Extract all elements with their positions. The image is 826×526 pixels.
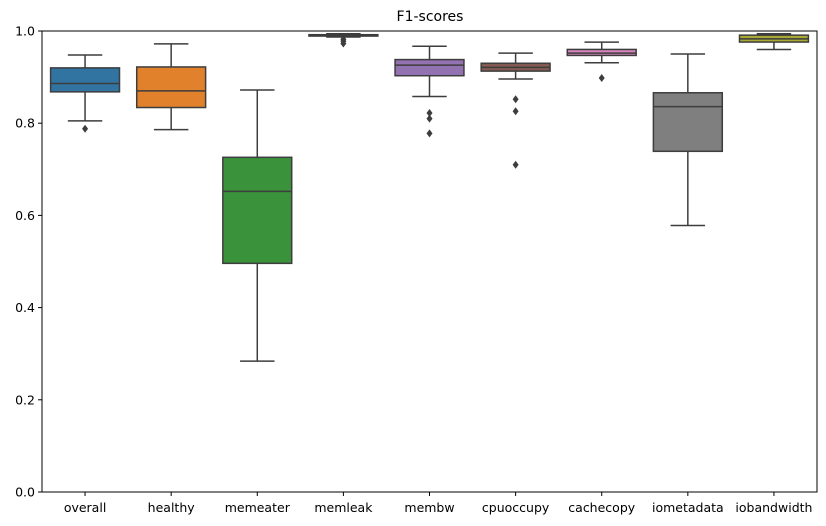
y-tick-label-0: 0.0 bbox=[15, 485, 35, 500]
outlier-membw-1 bbox=[426, 114, 433, 123]
x-tick-label-iobandwidth: iobandwidth bbox=[735, 500, 812, 515]
outlier-memleak-2 bbox=[340, 35, 347, 44]
box-memeater bbox=[222, 156, 293, 265]
y-tick-label-4: 0.8 bbox=[15, 116, 35, 131]
x-tick-label-iometadata: iometadata bbox=[652, 500, 724, 515]
x-tick-label-overall: overall bbox=[64, 500, 106, 515]
outlier-membw-0 bbox=[426, 109, 433, 118]
y-tick-label-5: 1.0 bbox=[15, 24, 35, 39]
outlier-cachecopy-0 bbox=[598, 74, 605, 83]
outlier-overall-0 bbox=[82, 124, 89, 133]
x-tick-label-membw: membw bbox=[404, 500, 454, 515]
x-tick-label-cpuoccupy: cpuoccupy bbox=[482, 500, 550, 515]
y-tick-label-3: 0.6 bbox=[15, 208, 35, 223]
x-tick-label-memeater: memeater bbox=[225, 500, 291, 515]
x-tick-label-healthy: healthy bbox=[148, 500, 196, 515]
box-iometadata bbox=[652, 92, 724, 153]
y-tick-label-1: 0.2 bbox=[15, 392, 35, 407]
x-tick-label-cachecopy: cachecopy bbox=[568, 500, 635, 515]
y-tick-label-2: 0.4 bbox=[15, 300, 35, 315]
box-membw bbox=[394, 58, 465, 77]
box-overall bbox=[49, 67, 121, 93]
box-healthy bbox=[135, 66, 207, 109]
chart-title: F1-scores bbox=[397, 9, 464, 25]
outlier-membw-2 bbox=[426, 129, 433, 138]
x-tick-label-memleak: memleak bbox=[314, 500, 373, 515]
outlier-cpuoccupy-2 bbox=[512, 160, 519, 169]
axes-frame bbox=[41, 30, 818, 493]
outlier-cpuoccupy-1 bbox=[512, 107, 519, 116]
outlier-cpuoccupy-0 bbox=[512, 95, 519, 104]
